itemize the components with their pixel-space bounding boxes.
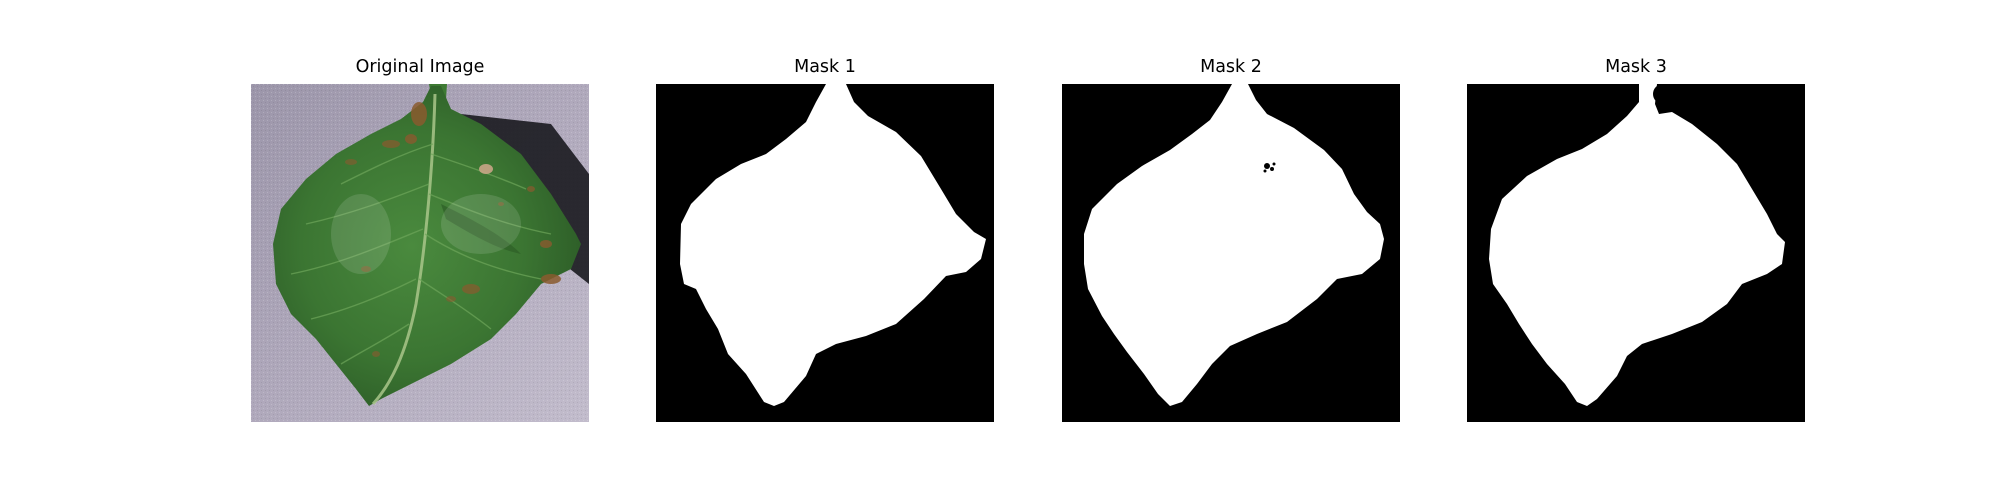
mask-3-title: Mask 3: [1605, 57, 1667, 77]
original-image-title: Original Image: [355, 57, 485, 77]
mask-1-title: Mask 1: [794, 57, 856, 77]
leaf-veins: [290, 143, 552, 365]
mask-1-image: [656, 84, 994, 422]
leaf-lesions: [345, 102, 561, 357]
mask-2-leaf-region: [1084, 84, 1384, 406]
original-leaf-photo: [251, 84, 589, 422]
mask-3-image: [1467, 84, 1805, 422]
mask-3-stem-notch: [1653, 84, 1673, 104]
leaf-midrib: [371, 93, 437, 406]
mask-2-image: [1062, 84, 1400, 422]
leaf-fold: [441, 204, 521, 254]
mask-1-leaf-region: [680, 84, 986, 406]
mask-2-title: Mask 2: [1200, 57, 1262, 77]
leaf-body: [273, 86, 581, 406]
mask-3-leaf-region: [1489, 84, 1785, 406]
mask-2-speckle: [1263, 162, 1276, 173]
